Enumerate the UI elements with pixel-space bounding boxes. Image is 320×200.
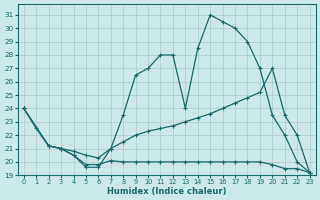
X-axis label: Humidex (Indice chaleur): Humidex (Indice chaleur) bbox=[107, 187, 227, 196]
